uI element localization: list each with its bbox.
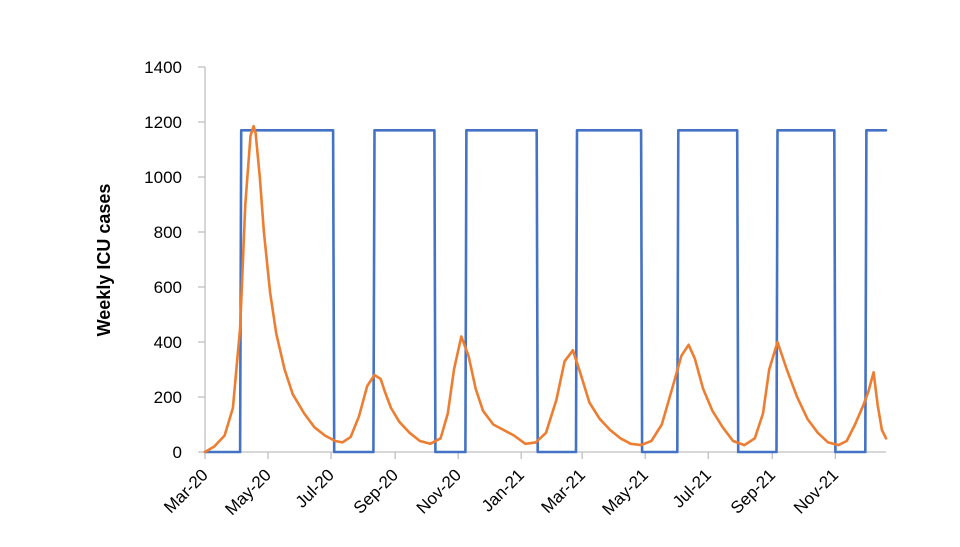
y-tick-label: 400 (154, 333, 182, 352)
x-tick-label: Jul-20 (292, 465, 338, 511)
y-tick-label: 1000 (144, 168, 182, 187)
y-tick-group: 0 200 400 600 800 1000 1200 1400 (144, 58, 205, 462)
x-tick-label: Nov-20 (413, 465, 465, 517)
x-tick-label: May-21 (599, 465, 653, 519)
y-tick-label: 800 (154, 223, 182, 242)
x-tick-label: Mar-21 (537, 465, 589, 517)
x-tick-group: Mar-20 May-20 Jul-20 Sep-20 Nov-20 Jan-21 Mar-… (160, 452, 842, 519)
series-line-1 (203, 129, 888, 454)
y-tick-label: 200 (154, 388, 182, 407)
x-tick-label: Sep-21 (727, 465, 779, 517)
x-tick-label: Mar-20 (160, 465, 212, 517)
series-line-2 (203, 124, 888, 454)
x-axis: Mar-20 May-20 Jul-20 Sep-20 Nov-20 Jan-21 Mar-… (160, 451, 886, 519)
x-tick-label: May-20 (221, 465, 275, 519)
y-tick-label: 0 (173, 443, 182, 462)
x-tick-label: Nov-21 (790, 465, 842, 517)
y-axis-title: Weekly ICU cases (94, 184, 114, 337)
x-tick-label: Jul-21 (669, 465, 715, 511)
series-layer (203, 124, 888, 454)
x-tick-label: Sep-20 (350, 465, 402, 517)
y-tick-label: 1400 (144, 58, 182, 77)
y-axis: 0 200 400 600 800 1000 1200 1400 (144, 58, 206, 462)
x-tick-label: Jan-21 (478, 465, 528, 515)
y-tick-label: 600 (154, 278, 182, 297)
y-tick-label: 1200 (144, 113, 182, 132)
